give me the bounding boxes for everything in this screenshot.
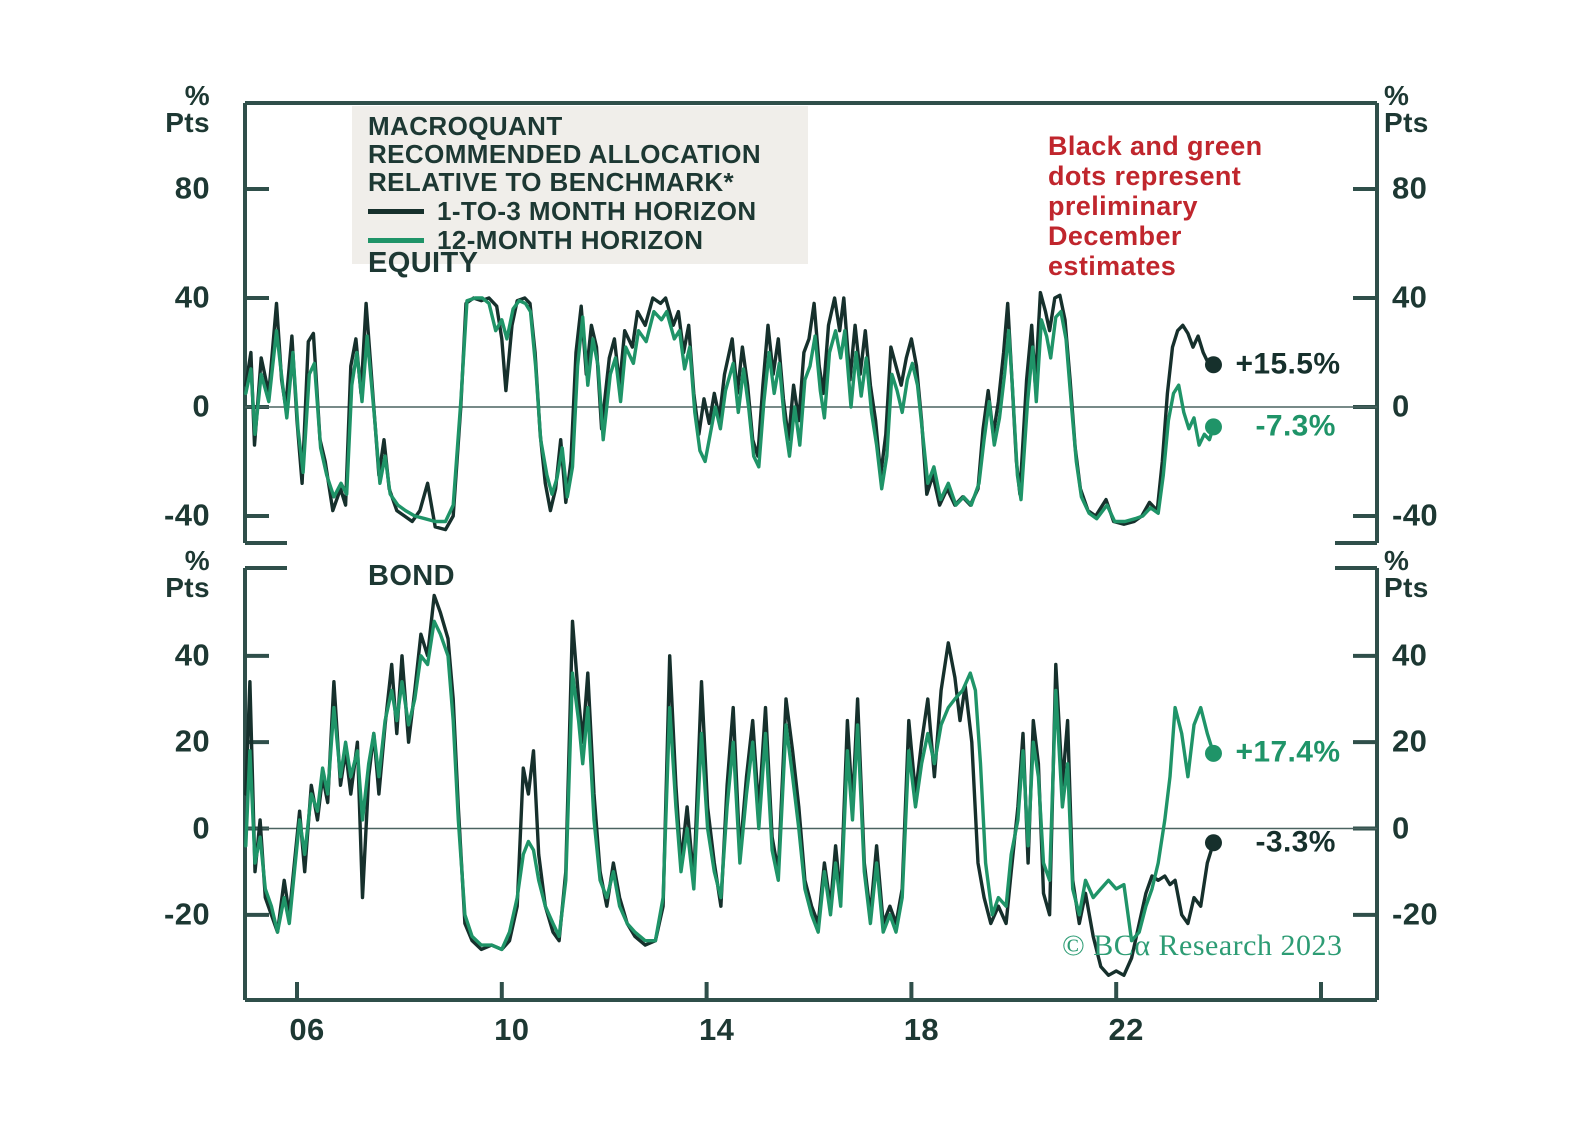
unit-pts-label: Pts — [165, 572, 210, 603]
ytick ytick-right: 40 — [1392, 637, 1428, 673]
series-end-dot — [1204, 356, 1222, 374]
xtick: 22 — [1108, 1012, 1144, 1047]
legend-line-green-swatch-icon — [368, 237, 424, 243]
legend-item-label: 1-TO-3 MONTH HORIZON — [437, 195, 757, 226]
y-axis-unit-equity-right: % Pts — [1384, 80, 1476, 138]
y-axis-unit-bond-right: % Pts — [1384, 545, 1476, 603]
end-label: +17.4% — [1235, 735, 1341, 769]
ytick ytick-left: 20 — [174, 723, 210, 759]
y-axis-unit-equity-left: % Pts — [118, 80, 210, 138]
ytick ytick-right: 0 — [1392, 388, 1410, 424]
ytick ytick-left: 0 — [192, 809, 210, 845]
ytick ytick-right: 0 — [1392, 809, 1410, 845]
xtick: 06 — [289, 1012, 325, 1047]
chart-title-line-3: RELATIVE TO BENCHMARK* — [368, 167, 735, 197]
legend-item-label: 12-MONTH HORIZON — [437, 224, 704, 255]
panel-label-equity: EQUITY — [368, 247, 479, 279]
annotation-note: Black and green dots represent prelimina… — [1048, 131, 1263, 281]
end-label: +15.5% — [1235, 347, 1341, 381]
xtick: 14 — [698, 1012, 735, 1047]
end-label: -7.3% — [1255, 409, 1336, 443]
chart-path — [244, 593, 1216, 977]
panel-label-bond: BOND — [368, 560, 455, 592]
legend-box: MACROQUANT RECOMMENDED ALLOCATION RELATI… — [352, 106, 808, 264]
ytick ytick-left: -20 — [163, 896, 210, 932]
ytick ytick-left: 40 — [174, 279, 210, 315]
unit-pts-label: Pts — [1384, 572, 1429, 603]
unit-pct-label: % — [184, 80, 210, 111]
chart-path — [244, 296, 1216, 524]
unit-pct-label: % — [184, 545, 210, 576]
ytick ytick-right: 20 — [1392, 723, 1428, 759]
ytick ytick-right: -40 — [1392, 497, 1439, 533]
legend-item-short-horizon: 1-TO-3 MONTH HORIZON — [368, 195, 794, 226]
annotation-line: December — [1048, 221, 1182, 251]
annotation-line: dots represent — [1048, 161, 1242, 191]
chart-path — [244, 619, 1216, 952]
annotation-line: Black and green — [1048, 131, 1263, 161]
chart-path — [244, 290, 1216, 532]
chart-title-line-1: MACROQUANT — [368, 111, 563, 141]
series-end-dot — [1204, 744, 1222, 762]
xtick: 18 — [903, 1012, 940, 1047]
ytick ytick-right: 40 — [1392, 279, 1428, 315]
ytick ytick-left: 80 — [174, 170, 210, 206]
y-axis-unit-bond-left: % Pts — [118, 545, 210, 603]
chart-title-line-2: RECOMMENDED ALLOCATION — [368, 139, 761, 169]
end-label: -3.3% — [1255, 825, 1336, 859]
xtick: 10 — [494, 1012, 530, 1047]
legend-line-dark-swatch-icon — [368, 208, 424, 214]
unit-pct-label: % — [1384, 545, 1410, 576]
ytick ytick-left: 0 — [192, 388, 210, 424]
series-end-dot — [1204, 834, 1222, 852]
unit-pct-label: % — [1384, 80, 1410, 111]
unit-pts-label: Pts — [165, 107, 210, 138]
annotation-line: preliminary — [1048, 191, 1198, 221]
ytick ytick-right: 80 — [1392, 170, 1428, 206]
legend-item-long-horizon: 12-MONTH HORIZON — [368, 224, 794, 255]
ytick ytick-right: -20 — [1392, 896, 1439, 932]
copyright-text: © BCα Research 2023 — [1062, 929, 1343, 962]
unit-pts-label: Pts — [1384, 107, 1429, 138]
series-end-dot — [1204, 418, 1222, 436]
ytick ytick-left: 40 — [174, 637, 210, 673]
ytick ytick-left: -40 — [163, 497, 210, 533]
annotation-line: estimates — [1048, 251, 1177, 281]
